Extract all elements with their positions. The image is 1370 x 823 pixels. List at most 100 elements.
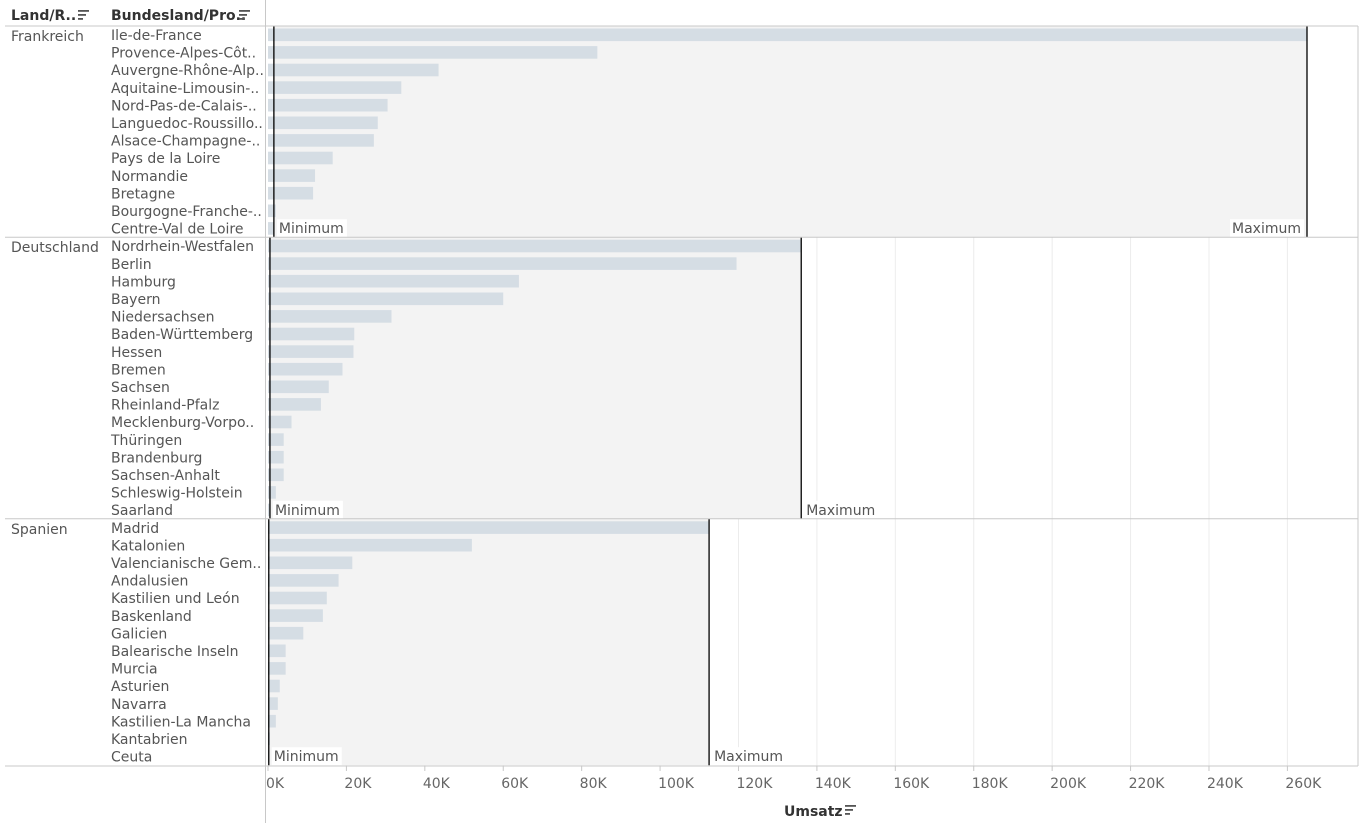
- region-label: Baskenland: [111, 609, 192, 625]
- reference-label-maximum: Maximum: [1232, 221, 1301, 237]
- region-label: Bayern: [111, 292, 160, 308]
- bar[interactable]: [268, 556, 353, 570]
- region-label: Sachsen-Anhalt: [111, 468, 220, 484]
- bar[interactable]: [268, 186, 314, 200]
- region-label: Bourgogne-Franche-..: [111, 204, 262, 220]
- x-tick-label: 260K: [1285, 776, 1322, 792]
- bar[interactable]: [268, 81, 402, 94]
- bar[interactable]: [268, 151, 333, 165]
- bar[interactable]: [268, 714, 276, 728]
- bar[interactable]: [268, 257, 737, 270]
- bar[interactable]: [268, 697, 278, 710]
- region-label: Galicien: [111, 626, 167, 642]
- region-label: Ceuta: [111, 750, 152, 766]
- bar[interactable]: [268, 433, 284, 446]
- region-label: Hessen: [111, 345, 162, 361]
- region-label: Aquitaine-Limousin-..: [111, 81, 259, 97]
- reference-label-bg: [804, 500, 879, 519]
- region-label: Alsace-Champagne-..: [111, 134, 260, 150]
- bar[interactable]: [268, 274, 519, 288]
- bar[interactable]: [268, 116, 378, 130]
- region-label: Nord-Pas-de-Calais-..: [111, 98, 257, 114]
- reference-label-minimum: Minimum: [275, 503, 340, 519]
- region-label: Katalonien: [111, 538, 185, 554]
- bar[interactable]: [268, 662, 286, 675]
- x-tick-label: 60K: [501, 776, 529, 792]
- bar[interactable]: [268, 345, 354, 358]
- region-label: Pays de la Loire: [111, 151, 220, 167]
- region-label: Schleswig-Holstein: [111, 486, 243, 502]
- bar[interactable]: [268, 626, 304, 640]
- region-label: Normandie: [111, 169, 188, 185]
- column-header-country[interactable]: Land/R..: [11, 8, 76, 24]
- region-label: Nordrhein-Westfalen: [111, 239, 254, 255]
- bar[interactable]: [268, 679, 280, 693]
- reference-label-minimum: Minimum: [279, 221, 344, 237]
- x-tick-label: 20K: [344, 776, 372, 792]
- country-label: Frankreich: [11, 29, 84, 45]
- region-label: Kantabrien: [111, 732, 187, 748]
- bar[interactable]: [268, 98, 388, 112]
- bar[interactable]: [268, 310, 392, 323]
- region-label: Kastilien-La Mancha: [111, 714, 251, 730]
- x-tick-label: 200K: [1050, 776, 1087, 792]
- region-label: Provence-Alpes-Côt..: [111, 46, 256, 62]
- x-axis-title: Umsatz: [784, 804, 843, 820]
- region-label: Murcia: [111, 662, 158, 678]
- region-label: Languedoc-Roussillo..: [111, 116, 263, 132]
- bar[interactable]: [268, 415, 292, 429]
- region-label: Brandenburg: [111, 450, 202, 466]
- region-label: Balearische Inseln: [111, 644, 239, 660]
- bar[interactable]: [268, 398, 321, 411]
- bar[interactable]: [268, 63, 439, 77]
- region-label: Rheinland-Pfalz: [111, 398, 219, 414]
- region-label: Bretagne: [111, 186, 175, 202]
- bar[interactable]: [268, 538, 472, 552]
- bar[interactable]: [268, 46, 598, 59]
- bar[interactable]: [268, 28, 1307, 42]
- bar[interactable]: [268, 169, 316, 182]
- reference-label-bg: [272, 500, 343, 519]
- bar[interactable]: [268, 468, 284, 482]
- country-label: Deutschland: [11, 240, 99, 256]
- bar[interactable]: [268, 450, 284, 464]
- bar[interactable]: [268, 362, 343, 376]
- bar[interactable]: [268, 503, 270, 517]
- bar[interactable]: [268, 380, 329, 394]
- reference-band: [273, 26, 1308, 238]
- x-tick-label: 0K: [266, 776, 285, 792]
- reference-label-maximum: Maximum: [714, 749, 783, 765]
- column-header-region[interactable]: Bundesland/Pro..: [111, 8, 246, 24]
- bar[interactable]: [268, 609, 323, 622]
- x-tick-label: 120K: [736, 776, 773, 792]
- bar[interactable]: [268, 591, 327, 605]
- region-label: Andalusien: [111, 574, 188, 590]
- bar[interactable]: [268, 574, 339, 587]
- bar[interactable]: [268, 222, 274, 235]
- region-label: Hamburg: [111, 274, 176, 290]
- region-label: Berlin: [111, 257, 152, 273]
- bar[interactable]: [268, 486, 276, 499]
- bar[interactable]: [268, 134, 374, 147]
- bar[interactable]: [268, 644, 286, 658]
- bar[interactable]: [268, 292, 504, 306]
- x-tick-label: 80K: [580, 776, 608, 792]
- x-tick-label: 160K: [893, 776, 930, 792]
- region-label: Ile-de-France: [111, 28, 202, 44]
- region-label: Asturien: [111, 679, 169, 695]
- x-tick-label: 40K: [423, 776, 451, 792]
- region-label: Valencianische Gem..: [111, 556, 261, 572]
- reference-label-bg: [276, 219, 347, 238]
- sort-descending-icon[interactable]: [78, 10, 89, 20]
- x-tick-label: 100K: [658, 776, 695, 792]
- country-label: Spanien: [11, 522, 68, 538]
- region-label: Sachsen: [111, 380, 170, 396]
- bar[interactable]: [268, 327, 355, 341]
- bar[interactable]: [268, 521, 710, 534]
- reference-label-maximum: Maximum: [806, 503, 875, 519]
- bar[interactable]: [268, 204, 276, 218]
- sort-descending-icon[interactable]: [239, 10, 250, 20]
- sort-descending-icon[interactable]: [845, 805, 856, 815]
- bar[interactable]: [268, 239, 802, 253]
